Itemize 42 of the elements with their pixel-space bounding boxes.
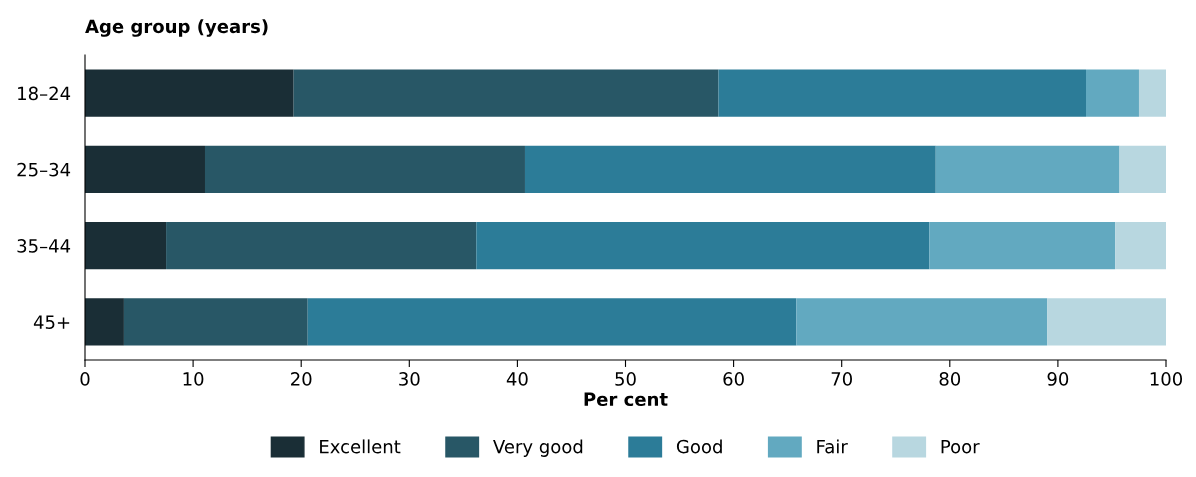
bar: [524, 145, 936, 194]
bar: [1047, 298, 1166, 346]
x-tick-label: 60: [723, 372, 744, 386]
bar: [718, 69, 1087, 117]
bar: [1119, 145, 1166, 194]
bar: [85, 69, 294, 117]
bar: [1086, 69, 1139, 117]
bar: [476, 221, 930, 270]
bar: [166, 221, 477, 270]
bar: [204, 145, 525, 194]
x-tick-label: 50: [615, 372, 636, 386]
x-tick-label: 100: [1150, 372, 1183, 386]
bar: [935, 145, 1120, 194]
x-tick-label: 40: [506, 372, 528, 386]
x-tick-label: 80: [939, 372, 961, 386]
y-tick-label: 45+: [33, 315, 70, 329]
bar: [85, 298, 124, 346]
legend-label: Very good: [493, 439, 583, 457]
bar: [1138, 69, 1166, 117]
y-tick-label: 18–24: [18, 86, 71, 101]
x-tick-label: 70: [831, 372, 852, 386]
x-tick-label: 30: [399, 372, 420, 386]
bar: [293, 69, 719, 117]
x-tick-label: 90: [1047, 372, 1069, 386]
bar: [307, 298, 797, 346]
y-axis-title: Age group (years): [85, 19, 268, 37]
legend-label: Good: [676, 439, 722, 454]
bar: [85, 145, 205, 194]
legend-label: Poor: [941, 439, 980, 454]
bar: [85, 221, 167, 270]
y-tick-label: 25–34: [17, 162, 71, 177]
y-tick-label: 35–44: [17, 239, 71, 253]
x-tick-label: 0: [80, 372, 90, 386]
x-tick-label: 20: [291, 372, 312, 386]
bar: [1115, 221, 1166, 270]
x-tick-label: 10: [183, 372, 204, 386]
bar: [929, 221, 1116, 270]
legend-label: Excellent: [320, 439, 401, 454]
legend-label: Fair: [817, 439, 848, 454]
x-axis-title: Per cent: [584, 392, 668, 407]
bar: [796, 298, 1048, 346]
bar: [123, 298, 308, 346]
